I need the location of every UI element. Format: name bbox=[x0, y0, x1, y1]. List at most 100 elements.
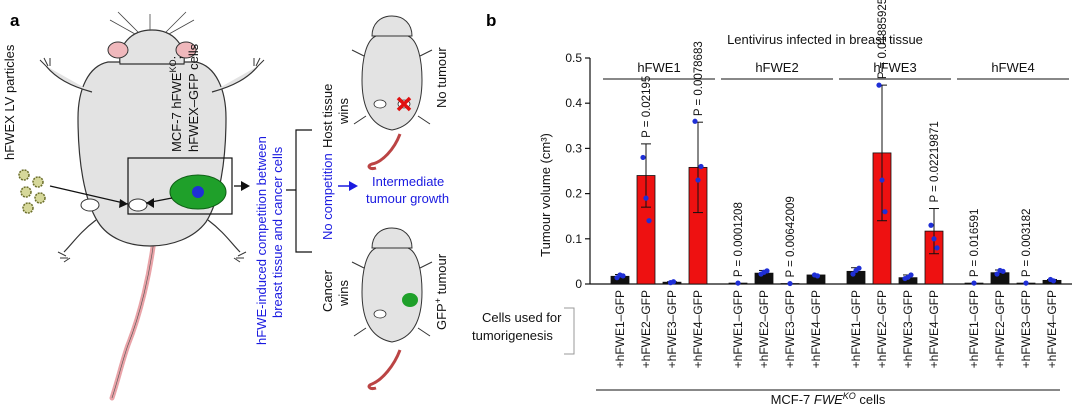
x-tick-label: +hFWE3–GFP bbox=[665, 290, 679, 368]
cells-used-bracket bbox=[564, 307, 575, 355]
y-tick-label: 0.2 bbox=[565, 187, 582, 201]
data-point bbox=[698, 163, 704, 170]
y-tick-label: 0.1 bbox=[565, 232, 582, 246]
panel-b-label: b bbox=[486, 11, 496, 30]
p-value-label: P = 0.016591 bbox=[969, 209, 981, 278]
p-value-label: P = 0.02195 bbox=[641, 76, 653, 138]
data-point bbox=[643, 195, 649, 201]
group-header-hfwe1: hFWE1 bbox=[637, 60, 680, 75]
data-point bbox=[856, 265, 862, 271]
x-tick-label: +hFWE4–GFP bbox=[1045, 290, 1059, 368]
x-tick-label: +hFWE1–GFP bbox=[613, 290, 627, 368]
data-point bbox=[931, 236, 937, 242]
x-tick-label: +hFWE3–GFP bbox=[1019, 290, 1033, 368]
group-header-hfwe2: hFWE2 bbox=[755, 60, 798, 75]
x-tick-label: +hFWE1–GFP bbox=[731, 290, 745, 368]
data-point bbox=[934, 245, 940, 251]
data-point bbox=[764, 268, 770, 274]
x-tick-label: +hFWE2–GFP bbox=[875, 290, 889, 368]
x-title-pre: MCF-7 bbox=[771, 392, 814, 407]
x-title-sup: KO bbox=[843, 391, 856, 401]
chart-title: Lentivirus infected in breast tissue bbox=[727, 32, 923, 47]
data-point bbox=[879, 177, 885, 183]
cells-label-line1: MCF-7 hFWE bbox=[169, 72, 184, 152]
x-tick-label: +hFWE1–GFP bbox=[967, 290, 981, 368]
data-point bbox=[692, 118, 698, 124]
cells-label-line1-end: ; bbox=[169, 56, 184, 60]
competition-line2: breast tissue and cancer cells bbox=[270, 146, 285, 318]
x-tick-label: +hFWE2–GFP bbox=[639, 290, 653, 368]
data-point bbox=[908, 272, 914, 278]
intermediate-1: Intermediate bbox=[372, 174, 444, 189]
cancer-wins-2: wins bbox=[336, 279, 351, 307]
p-value-label: P = 0.003182 bbox=[1021, 209, 1033, 278]
data-point bbox=[695, 177, 701, 183]
data-point bbox=[787, 280, 793, 287]
small-mouse-gfp-tumour bbox=[351, 227, 433, 390]
cells-used-line2: tumorigenesis bbox=[472, 328, 553, 343]
cells-label-sup: KO bbox=[168, 60, 178, 73]
data-point bbox=[1000, 268, 1006, 274]
x-tick-label: +hFWE3–GFP bbox=[901, 290, 915, 368]
host-wins-1: Host tissue bbox=[320, 84, 335, 148]
y-axis-label: Tumour volume (cm³) bbox=[538, 133, 553, 257]
gfp-tumour-icon bbox=[402, 293, 418, 307]
cell-nucleus bbox=[192, 186, 204, 198]
x-tick-label: +hFWE3–GFP bbox=[783, 290, 797, 368]
group-header-hfwe4: hFWE4 bbox=[991, 60, 1034, 75]
host-wins-2: wins bbox=[336, 97, 351, 125]
x-title-post: cells bbox=[856, 392, 886, 407]
no-competition: No competition bbox=[320, 153, 335, 240]
p-value-label: P = 0.01885925 bbox=[877, 0, 889, 79]
p-value-label: P = 0.0001208 bbox=[733, 202, 745, 277]
lv-particles-icon bbox=[18, 169, 46, 214]
data-point bbox=[670, 279, 677, 285]
x-tick-label: +hFWE4–GFP bbox=[927, 290, 941, 368]
chart-bars: P = 0.02195 P = 0.0078683 P = 0.0001208 P =… bbox=[610, 0, 1062, 287]
particles-label: hFWEX LV particles bbox=[2, 44, 17, 160]
data-point bbox=[620, 273, 626, 279]
gfp-label-post: tumour bbox=[434, 253, 449, 298]
x-tick-label: +hFWE4–GFP bbox=[691, 290, 705, 368]
data-point bbox=[735, 280, 741, 286]
x-tick-label: +hFWE1–GFP bbox=[849, 290, 863, 368]
panel-a-label: a bbox=[10, 11, 20, 30]
x-title-italic: FWE bbox=[814, 392, 843, 407]
no-tumour-cross-icon bbox=[396, 96, 412, 112]
outcome-bracket bbox=[286, 129, 312, 253]
p-value-label: P = 0.0078683 bbox=[693, 41, 705, 116]
chart-x-tick-labels: +hFWE1–GFP +hFWE2–GFP +hFWE3–GFP +hFWE4–GFP… bbox=[613, 290, 1059, 368]
y-tick-label: 0.3 bbox=[565, 141, 582, 155]
data-point bbox=[646, 218, 652, 224]
y-tick-label: 0.4 bbox=[565, 96, 582, 110]
data-point bbox=[876, 82, 882, 88]
data-point bbox=[814, 273, 821, 279]
gfp-label-pre: GFP bbox=[434, 303, 449, 330]
svg-text:GFP+ tumour: GFP+ tumour bbox=[433, 253, 449, 330]
data-point bbox=[1023, 280, 1029, 286]
cells-label-line2: hFWEX–GFP cells bbox=[186, 43, 201, 152]
competition-line1: hFWE-induced competition between bbox=[254, 136, 269, 345]
data-point bbox=[1050, 278, 1057, 284]
x-tick-label: +hFWE2–GFP bbox=[757, 290, 771, 368]
cells-used-line1: Cells used for bbox=[482, 310, 562, 325]
gfp-label-sup: + bbox=[433, 298, 443, 303]
small-mouse-no-tumour bbox=[351, 15, 433, 170]
particles-arrow bbox=[49, 185, 129, 205]
x-tick-label: +hFWE2–GFP bbox=[993, 290, 1007, 368]
svg-text:MCF-7 hFWEKO;: MCF-7 hFWEKO; bbox=[168, 56, 184, 152]
p-value-label: P = 0.00642009 bbox=[785, 196, 797, 277]
data-point bbox=[928, 222, 934, 228]
svg-text:MCF-7 FWEKO cells: MCF-7 FWEKO cells bbox=[771, 391, 886, 407]
data-point bbox=[994, 271, 1000, 277]
data-point bbox=[971, 280, 977, 286]
no-tumour-label: No tumour bbox=[434, 47, 449, 108]
y-tick-label: 0.5 bbox=[565, 51, 582, 65]
group-header-hfwe3: hFWE3 bbox=[873, 60, 916, 75]
data-point bbox=[850, 271, 856, 277]
data-point bbox=[640, 154, 646, 161]
y-tick-label: 0 bbox=[575, 277, 582, 291]
cells-inset-box bbox=[127, 157, 233, 215]
chart-group-headers: hFWE1 hFWE2 hFWE3 hFWE4 bbox=[603, 60, 1069, 80]
